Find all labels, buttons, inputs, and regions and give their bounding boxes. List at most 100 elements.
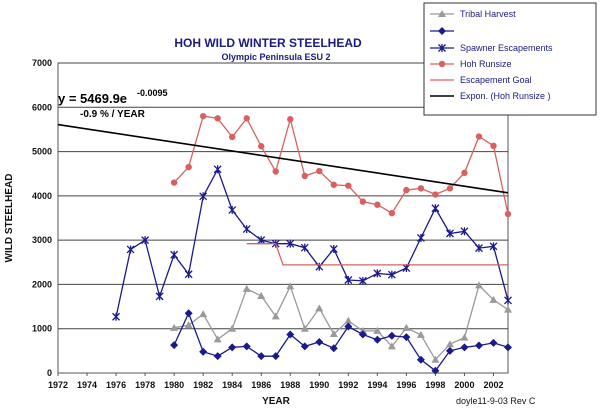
x-tick-labels: 1972 1974 1976 1978 1980 1982 1984 1986 1988 1990…: [48, 373, 503, 390]
hoh-runsize-point: [388, 209, 396, 217]
spawner-escapements-point: [445, 229, 454, 238]
spawner-escapements-point: [213, 165, 222, 174]
tribal-harvest-point: [242, 284, 251, 292]
x-tick-label: 1990: [309, 380, 329, 390]
series-escapement-goal: [246, 243, 508, 266]
equation-exponent: -0.0095: [137, 88, 168, 98]
legend-label: Tribal Harvest: [460, 9, 516, 19]
x-tick-label: 1996: [396, 380, 416, 390]
unnamed-blue-series-point: [489, 338, 498, 347]
x-tick-label: 1974: [77, 380, 97, 390]
legend-swatch-marker: [438, 27, 446, 35]
spawner-escapements-point: [475, 244, 483, 253]
y-tick-label: 7000: [32, 58, 52, 68]
hoh-runsize-point: [446, 185, 454, 192]
hoh-runsize-point: [316, 167, 323, 175]
unnamed-blue-series-point: [184, 309, 193, 318]
tribal-harvest-point: [300, 324, 309, 332]
unnamed-blue-series-point: [329, 344, 338, 353]
x-tick-label: 1972: [48, 380, 68, 390]
spawner-escapements-point: [112, 312, 121, 321]
x-axis-label: YEAR: [262, 396, 291, 407]
spawner-escapements-point: [170, 250, 179, 259]
legend-entry-escapement-goal: Escapement Goal: [430, 75, 532, 85]
hoh-runsize-point: [475, 133, 483, 140]
y-tick-label: 1000: [32, 324, 52, 334]
equation-text: y = 5469.9e: [58, 91, 127, 106]
spawner-escapements-point: [286, 239, 295, 248]
unnamed-blue-series-point: [315, 338, 324, 346]
tribal-harvest-point: [474, 281, 483, 289]
unnamed-blue-series-point: [170, 341, 179, 350]
unnamed-blue-series-point: [213, 352, 222, 361]
tribal-harvest-point: [489, 295, 498, 303]
equation-rate: -0.9 % / YEAR: [80, 109, 146, 120]
unnamed-blue-series-point: [242, 342, 251, 351]
unnamed-blue-series-point: [228, 343, 237, 352]
spawner-escapements-point: [141, 236, 150, 245]
series-tribal-harvest: [170, 281, 512, 363]
hoh-runsize-point: [403, 186, 410, 194]
hoh-runsize-point: [432, 191, 439, 198]
hoh-runsize-point: [214, 115, 221, 122]
chart-subtitle: Olympic Peninsula ESU 2: [221, 52, 330, 62]
unnamed-blue-series-point: [431, 366, 440, 375]
tribal-harvest-point: [460, 333, 469, 341]
legend-label: Hoh Runsize: [460, 59, 512, 69]
y-tick-label: 0: [47, 368, 52, 378]
series-layer: [57, 112, 512, 375]
spawner-escapements-line: [115, 167, 509, 317]
unnamed-blue-series-point: [416, 355, 425, 364]
spawner-escapements-point: [489, 242, 498, 251]
spawner-escapements-point: [416, 233, 425, 242]
hoh-runsize-point: [199, 112, 207, 120]
spawner-escapements-point: [184, 270, 193, 279]
tribal-harvest-point: [504, 305, 512, 313]
legend-swatch-marker: [438, 60, 446, 68]
footer-note: doyle11-9-03 Rev C: [456, 396, 536, 406]
hoh-runsize-point: [417, 185, 425, 192]
y-axis-label: WILD STEELHEAD: [4, 174, 15, 263]
spawner-escapements-point: [431, 204, 440, 213]
tribal-harvest-point: [228, 324, 237, 332]
x-tick-label: 1984: [222, 380, 242, 390]
tribal-harvest-point: [286, 282, 295, 290]
unnamed-blue-series-point: [286, 330, 295, 339]
legend-swatch-marker: [438, 10, 446, 17]
unnamed-blue-series-point: [358, 330, 367, 339]
tribal-harvest-point: [184, 321, 193, 329]
hoh-runsize-point: [228, 133, 236, 141]
x-tick-label: 1982: [193, 380, 213, 390]
spawner-escapements-point: [126, 245, 135, 254]
series-hoh-runsize-trend: [57, 123, 509, 194]
hoh-runsize-trend-line: [57, 123, 509, 194]
escapement-goal-line: [246, 243, 508, 266]
hoh-runsize-line: [173, 115, 509, 215]
hoh-runsize-point: [243, 115, 250, 122]
legend-label: Escapement Goal: [460, 75, 532, 85]
spawner-escapements-point: [504, 296, 512, 305]
hoh-runsize-point: [287, 116, 294, 123]
series-hoh-runsize: [170, 112, 512, 218]
unnamed-blue-series-point: [344, 322, 353, 331]
spawner-escapements-point: [257, 236, 266, 245]
y-tick-label: 6000: [32, 102, 52, 112]
y-tick-label: 5000: [32, 147, 52, 157]
unnamed-blue-series-point: [460, 343, 469, 352]
x-tick-label: 1992: [338, 380, 358, 390]
legend-entry-unnamed-blue-series: [430, 27, 454, 35]
legend-entry-hoh-runsize: Hoh Runsize: [430, 59, 512, 69]
tribal-harvest-point: [170, 323, 179, 331]
legend-entry-spawner-escapements: Spawner Escapements: [430, 43, 553, 53]
unnamed-blue-series-point: [373, 335, 382, 344]
hoh-runsize-point: [330, 181, 338, 188]
x-tick-label: 1994: [367, 380, 387, 390]
unnamed-blue-series-point: [474, 341, 483, 350]
unnamed-blue-series-point: [402, 333, 411, 342]
y-tick-label: 3000: [32, 235, 52, 245]
unnamed-blue-series-point: [504, 343, 512, 352]
legend: Tribal Harvest Spawner Escapements Hoh Run…: [423, 2, 597, 116]
legend-entry-tribal-harvest: Tribal Harvest: [430, 9, 516, 19]
x-tick-label: 1978: [135, 380, 155, 390]
